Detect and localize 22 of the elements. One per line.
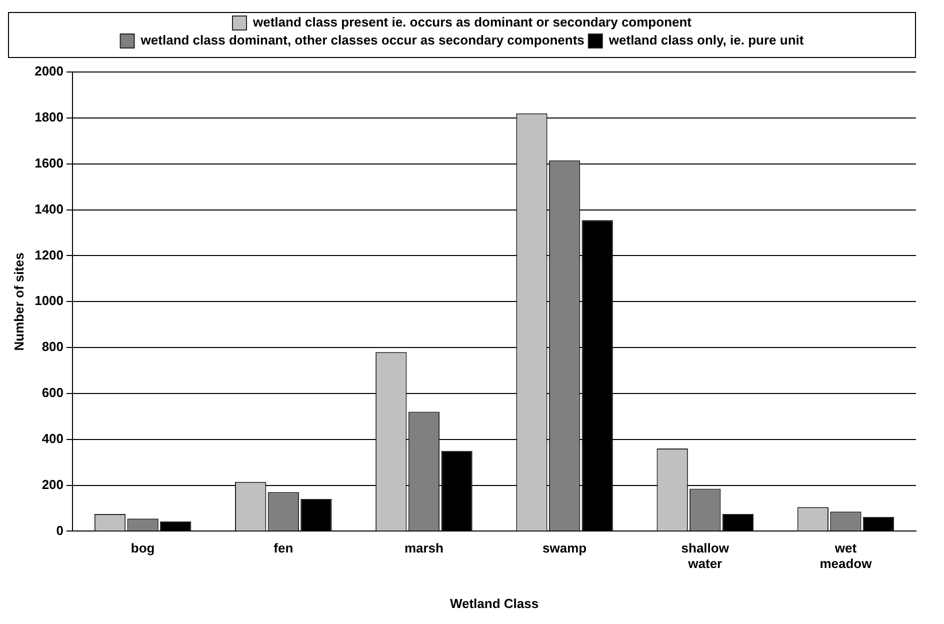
legend-label: wetland class present ie. occurs as dominant or secondary component xyxy=(252,14,692,30)
x-tick-label: bog xyxy=(130,540,155,556)
y-tick-label: 1800 xyxy=(34,110,64,124)
y-tick-label: 600 xyxy=(42,385,64,400)
x-tick-label: fen xyxy=(274,540,294,556)
y-tick-label: 0 xyxy=(56,522,64,538)
y-tick-label: 400 xyxy=(42,430,64,446)
y-tick-label: 1400 xyxy=(34,201,64,216)
y-tick-label: 2000 xyxy=(34,64,64,79)
y-tick-label: 1200 xyxy=(34,247,64,262)
y-tick-label: 1600 xyxy=(34,155,64,170)
legend-label: wetland class dominant, other classes occur as secondary components xyxy=(140,32,584,48)
y-tick-label: 1000 xyxy=(34,293,64,308)
x-tick-label: swamp xyxy=(542,540,587,556)
x-axis-title: Wetland Class xyxy=(450,596,539,611)
x-tick-label: shallow water xyxy=(681,540,730,572)
y-tick-label: 200 xyxy=(42,476,64,492)
x-tick-label: wet meadow xyxy=(820,540,873,572)
legend-label: wetland class only, ie. pure unit xyxy=(608,32,804,48)
y-axis-title: Number of sites xyxy=(11,252,26,351)
y-tick-label: 800 xyxy=(42,339,64,354)
x-tick-label: marsh xyxy=(404,540,444,556)
